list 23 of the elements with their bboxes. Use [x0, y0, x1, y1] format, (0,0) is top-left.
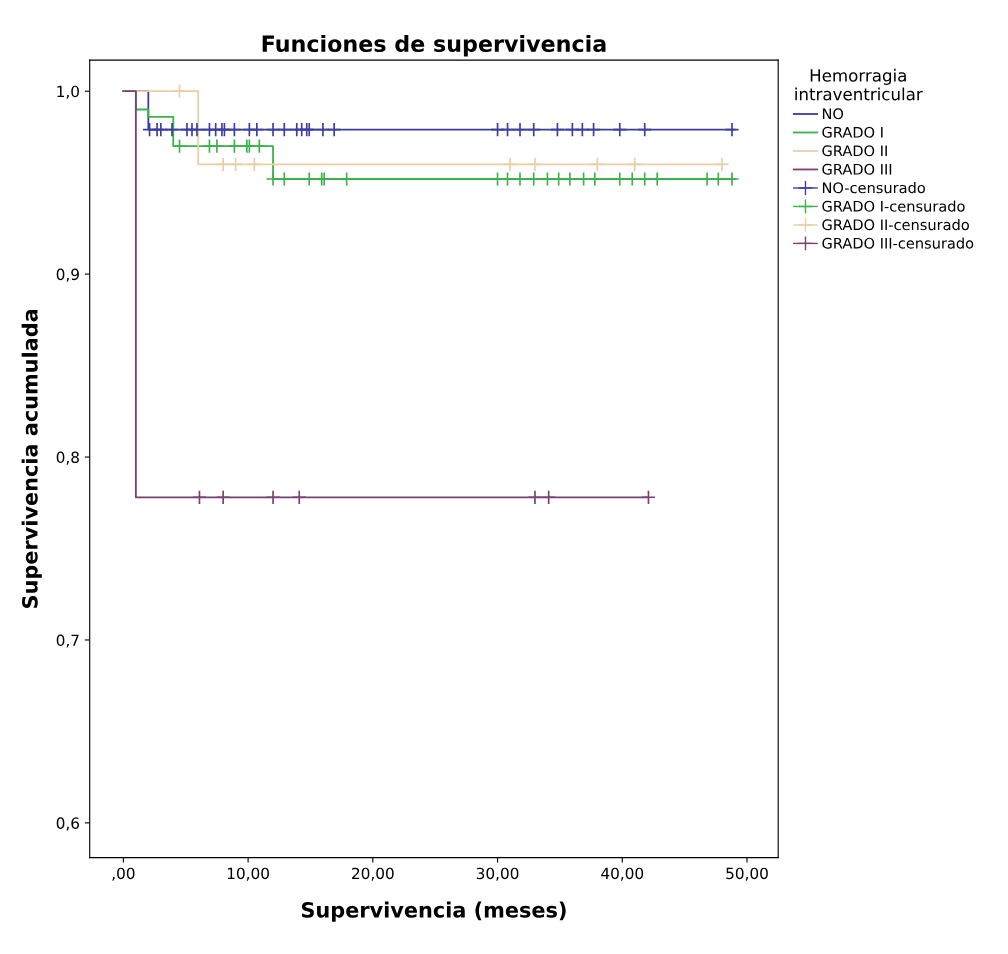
y-tick-label: 0,7 [56, 634, 79, 648]
x-axis-title: Supervivencia (meses) [301, 901, 566, 922]
x-tick-label: 10,00 [227, 867, 269, 881]
x-tick-label: 50,00 [726, 867, 768, 881]
legend-label: NO-censurado [822, 181, 925, 194]
y-tick-label: 1,0 [57, 85, 79, 99]
legend-label: GRADO I [822, 126, 883, 138]
x-tick-label: ,00 [112, 867, 135, 881]
y-tick-label: 0,8 [56, 451, 79, 465]
y-axis-title: Supervivencia acumulada [21, 309, 42, 608]
legend-label: GRADO III [822, 163, 892, 175]
chart-title: Funciones de supervivencia [262, 34, 606, 57]
y-tick-label: 0,6 [56, 817, 80, 831]
legend-label: GRADO II-censurado [822, 218, 969, 231]
x-tick-label: 20,00 [352, 867, 394, 881]
x-tick-label: 40,00 [601, 867, 644, 881]
legend-title: Hemorragia intraventricular [795, 68, 923, 101]
legend-label: GRADO II [822, 145, 887, 157]
x-tick-label: 30,00 [476, 867, 519, 881]
legend-label: GRADO III-censurado [822, 237, 974, 249]
legend-label: NO [822, 108, 844, 120]
legend-label: GRADO I-censurado [822, 200, 965, 212]
y-tick-label: 0,9 [56, 268, 79, 282]
